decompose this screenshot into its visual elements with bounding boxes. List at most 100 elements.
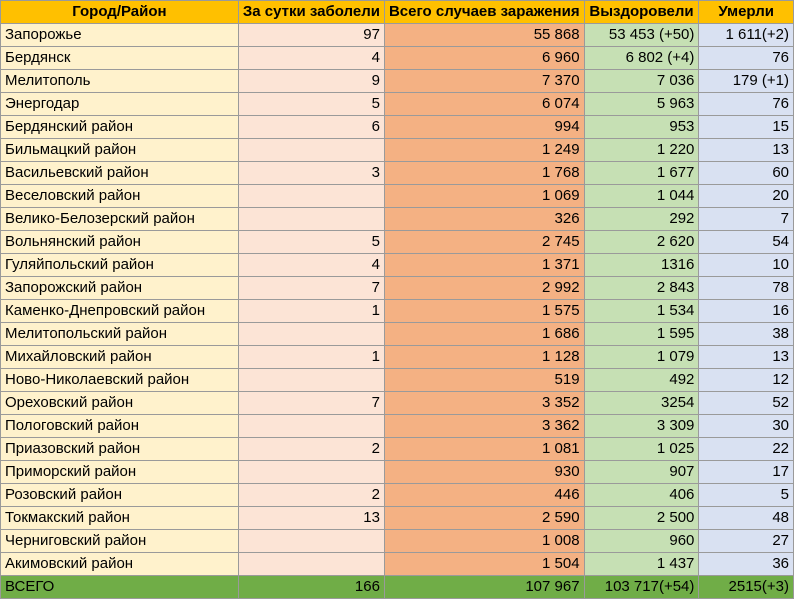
cell-city[interactable]: Черниговский район — [0, 529, 239, 553]
total-cell-recovered[interactable]: 103 717(+54) — [583, 575, 700, 599]
header-city[interactable]: Город/Район — [0, 0, 239, 24]
cell-recovered[interactable]: 2 620 — [583, 230, 700, 254]
cell-city[interactable]: Пологовский район — [0, 414, 239, 438]
cell-city[interactable]: Васильевский район — [0, 161, 239, 185]
cell-city[interactable]: Запорожье — [0, 23, 239, 47]
cell-daily[interactable] — [237, 529, 385, 553]
cell-total[interactable]: 3 352 — [383, 391, 585, 415]
cell-total[interactable]: 1 008 — [383, 529, 585, 553]
cell-recovered[interactable]: 1 437 — [583, 552, 700, 576]
cell-died[interactable]: 1 611(+2) — [698, 23, 794, 47]
cell-daily[interactable]: 1 — [237, 345, 385, 369]
cell-city[interactable]: Ново-Николаевский район — [0, 368, 239, 392]
cell-daily[interactable]: 6 — [237, 115, 385, 139]
cell-daily[interactable] — [237, 184, 385, 208]
cell-recovered[interactable]: 7 036 — [583, 69, 700, 93]
cell-city[interactable]: Гуляйпольский район — [0, 253, 239, 277]
cell-died[interactable]: 22 — [698, 437, 794, 461]
cell-total[interactable]: 1 768 — [383, 161, 585, 185]
cell-daily[interactable]: 4 — [237, 253, 385, 277]
cell-died[interactable]: 78 — [698, 276, 794, 300]
cell-died[interactable]: 13 — [698, 138, 794, 162]
cell-daily[interactable]: 5 — [237, 92, 385, 116]
cell-total[interactable]: 1 504 — [383, 552, 585, 576]
cell-total[interactable]: 1 069 — [383, 184, 585, 208]
cell-city[interactable]: Веселовский район — [0, 184, 239, 208]
cell-died[interactable]: 52 — [698, 391, 794, 415]
cell-total[interactable]: 519 — [383, 368, 585, 392]
cell-died[interactable]: 76 — [698, 92, 794, 116]
cell-total[interactable]: 1 575 — [383, 299, 585, 323]
cell-died[interactable]: 13 — [698, 345, 794, 369]
cell-daily[interactable]: 2 — [237, 437, 385, 461]
cell-daily[interactable]: 9 — [237, 69, 385, 93]
cell-died[interactable]: 179 (+1) — [698, 69, 794, 93]
cell-total[interactable]: 930 — [383, 460, 585, 484]
cell-city[interactable]: Приморский район — [0, 460, 239, 484]
cell-recovered[interactable]: 2 843 — [583, 276, 700, 300]
cell-total[interactable]: 446 — [383, 483, 585, 507]
cell-recovered[interactable]: 1 534 — [583, 299, 700, 323]
cell-total[interactable]: 2 745 — [383, 230, 585, 254]
cell-died[interactable]: 7 — [698, 207, 794, 231]
cell-total[interactable]: 994 — [383, 115, 585, 139]
cell-died[interactable]: 5 — [698, 483, 794, 507]
cell-recovered[interactable]: 492 — [583, 368, 700, 392]
cell-total[interactable]: 2 590 — [383, 506, 585, 530]
cell-city[interactable]: Бердянск — [0, 46, 239, 70]
cell-died[interactable]: 30 — [698, 414, 794, 438]
header-died[interactable]: Умерли — [698, 0, 794, 24]
cell-recovered[interactable]: 6 802 (+4) — [583, 46, 700, 70]
cell-city[interactable]: Розовский район — [0, 483, 239, 507]
cell-daily[interactable]: 3 — [237, 161, 385, 185]
header-recovered[interactable]: Выздоровели — [583, 0, 700, 24]
cell-daily[interactable] — [237, 368, 385, 392]
total-cell-total[interactable]: 107 967 — [383, 575, 585, 599]
cell-recovered[interactable]: 406 — [583, 483, 700, 507]
total-cell-daily[interactable]: 166 — [237, 575, 385, 599]
cell-died[interactable]: 10 — [698, 253, 794, 277]
cell-recovered[interactable]: 960 — [583, 529, 700, 553]
cell-total[interactable]: 326 — [383, 207, 585, 231]
cell-died[interactable]: 36 — [698, 552, 794, 576]
cell-daily[interactable] — [237, 207, 385, 231]
header-daily[interactable]: За сутки заболели — [237, 0, 385, 24]
cell-died[interactable]: 54 — [698, 230, 794, 254]
cell-died[interactable]: 16 — [698, 299, 794, 323]
cell-total[interactable]: 7 370 — [383, 69, 585, 93]
cell-died[interactable]: 20 — [698, 184, 794, 208]
cell-daily[interactable]: 4 — [237, 46, 385, 70]
cell-daily[interactable] — [237, 322, 385, 346]
cell-died[interactable]: 17 — [698, 460, 794, 484]
cell-recovered[interactable]: 1 595 — [583, 322, 700, 346]
cell-recovered[interactable]: 53 453 (+50) — [583, 23, 700, 47]
cell-daily[interactable] — [237, 460, 385, 484]
cell-city[interactable]: Велико-Белозерский район — [0, 207, 239, 231]
cell-city[interactable]: Вольнянский район — [0, 230, 239, 254]
cell-daily[interactable]: 7 — [237, 276, 385, 300]
cell-total[interactable]: 1 371 — [383, 253, 585, 277]
cell-recovered[interactable]: 1 025 — [583, 437, 700, 461]
cell-city[interactable]: Михайловский район — [0, 345, 239, 369]
cell-died[interactable]: 27 — [698, 529, 794, 553]
cell-daily[interactable]: 7 — [237, 391, 385, 415]
cell-recovered[interactable]: 292 — [583, 207, 700, 231]
cell-recovered[interactable]: 1316 — [583, 253, 700, 277]
cell-city[interactable]: Мелитополь — [0, 69, 239, 93]
cell-daily[interactable]: 5 — [237, 230, 385, 254]
cell-city[interactable]: Энергодар — [0, 92, 239, 116]
cell-total[interactable]: 2 992 — [383, 276, 585, 300]
cell-city[interactable]: Мелитопольский район — [0, 322, 239, 346]
cell-daily[interactable]: 1 — [237, 299, 385, 323]
cell-recovered[interactable]: 953 — [583, 115, 700, 139]
cell-city[interactable]: Запорожский район — [0, 276, 239, 300]
cell-died[interactable]: 15 — [698, 115, 794, 139]
cell-died[interactable]: 76 — [698, 46, 794, 70]
total-cell-died[interactable]: 2515(+3) — [698, 575, 794, 599]
cell-died[interactable]: 12 — [698, 368, 794, 392]
cell-city[interactable]: Приазовский район — [0, 437, 239, 461]
cell-total[interactable]: 1 128 — [383, 345, 585, 369]
cell-recovered[interactable]: 5 963 — [583, 92, 700, 116]
cell-city[interactable]: Каменко-Днепровский район — [0, 299, 239, 323]
cell-total[interactable]: 6 960 — [383, 46, 585, 70]
